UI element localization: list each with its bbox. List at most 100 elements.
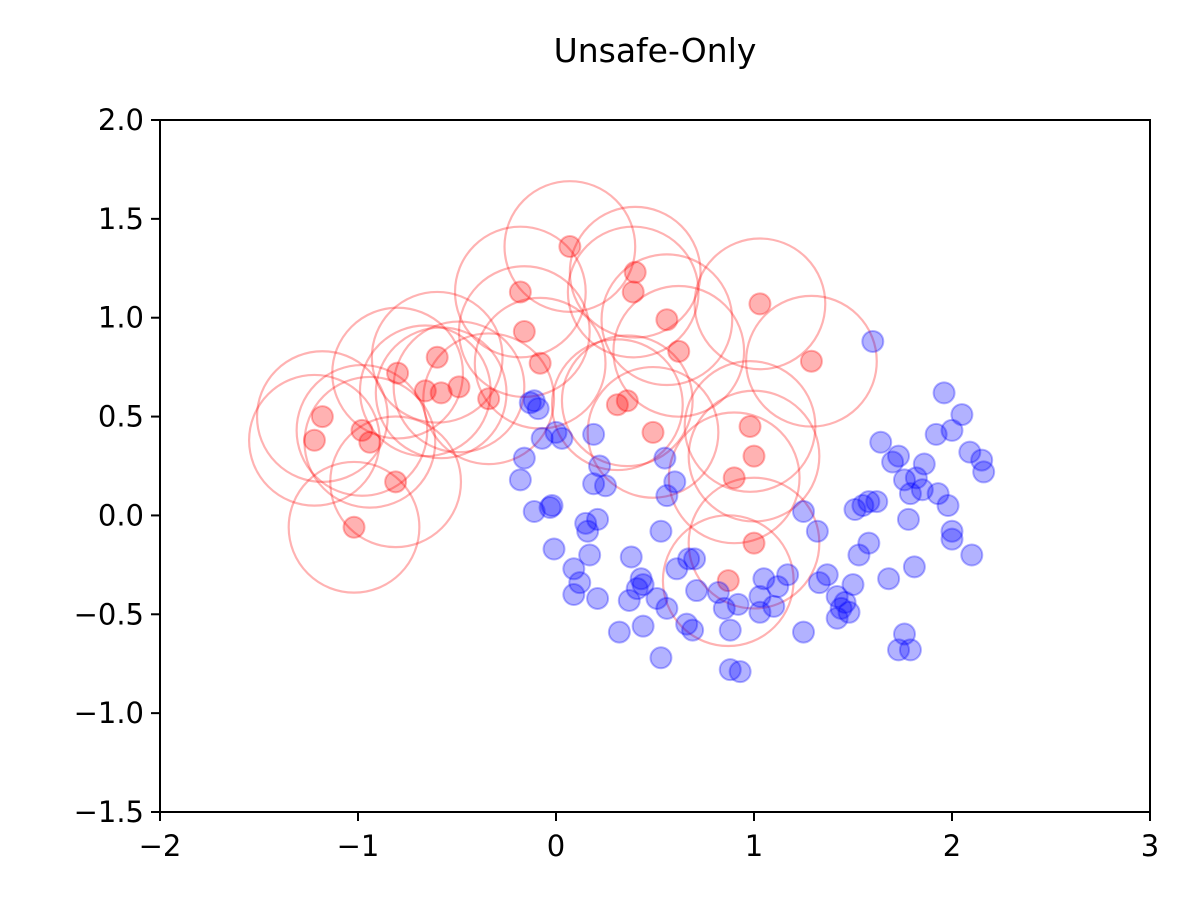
unsafe-point <box>742 444 766 468</box>
unsafe-point <box>425 345 449 369</box>
safe-point <box>940 418 964 442</box>
unsafe-radius-circle <box>667 411 801 545</box>
safe-point <box>675 612 699 636</box>
safe-point <box>645 586 669 610</box>
safe-point <box>655 484 679 508</box>
safe-point <box>629 567 653 591</box>
safe-point <box>518 391 542 415</box>
unsafe-radius-circle <box>453 225 587 359</box>
x-tick-label: 2 <box>943 829 961 863</box>
safe-point <box>958 440 982 464</box>
chart-title: Unsafe-Only <box>554 31 757 70</box>
safe-point <box>877 567 901 591</box>
safe-point <box>544 420 568 444</box>
unsafe-radius-circle <box>687 476 821 610</box>
unsafe-series <box>248 180 878 648</box>
x-tick-label: 0 <box>547 829 565 863</box>
unsafe-point <box>667 339 691 363</box>
unsafe-radius-circle <box>287 460 421 594</box>
unsafe-radius-circle <box>566 225 700 359</box>
unsafe-radius-circle <box>370 290 504 424</box>
safe-point <box>706 581 730 605</box>
y-tick-label: 1.5 <box>98 202 144 236</box>
unsafe-point <box>641 420 665 444</box>
unsafe-point <box>508 280 532 304</box>
safe-point <box>582 472 606 496</box>
safe-point <box>833 590 857 614</box>
y-tick-label: 1.0 <box>98 301 144 335</box>
unsafe-radius-circle <box>374 326 508 460</box>
y-tick-label: 2.0 <box>98 103 144 137</box>
safe-point <box>869 430 893 454</box>
safe-point <box>861 329 885 353</box>
safe-point <box>776 563 800 587</box>
safe-point <box>881 450 905 474</box>
unsafe-radius-circle <box>661 514 795 648</box>
unsafe-radius-circle <box>693 237 827 371</box>
safe-point <box>940 519 964 543</box>
safe-point <box>970 448 994 472</box>
safe-point <box>932 381 956 405</box>
unsafe-point <box>742 531 766 555</box>
safe-point <box>792 499 815 523</box>
safe-point <box>718 618 742 642</box>
x-tick-label: −2 <box>139 829 182 863</box>
x-tick-label: −1 <box>337 829 380 863</box>
safe-point <box>625 577 649 601</box>
safe-point <box>805 519 829 543</box>
y-tick-label: −0.5 <box>74 597 144 631</box>
safe-point <box>841 573 865 597</box>
safe-point <box>896 507 920 531</box>
safe-point <box>847 543 871 567</box>
safe-point <box>619 545 643 569</box>
unsafe-point <box>623 260 647 284</box>
safe-point <box>748 600 772 624</box>
unsafe-point <box>605 393 629 417</box>
safe-point <box>663 470 687 494</box>
safe-point <box>792 620 815 644</box>
x-tick-label: 1 <box>745 829 763 863</box>
unsafe-point <box>558 235 582 259</box>
unsafe-point <box>358 430 382 454</box>
safe-point <box>837 600 861 624</box>
x-tick-label: 3 <box>1141 829 1159 863</box>
safe-point <box>677 547 701 571</box>
unsafe-radius-circle <box>358 324 492 458</box>
safe-point <box>865 490 889 514</box>
safe-point <box>766 575 790 599</box>
unsafe-point <box>384 470 408 494</box>
safe-point <box>936 494 960 518</box>
safe-point <box>631 614 655 638</box>
safe-point <box>892 468 916 492</box>
safe-point <box>508 468 532 492</box>
safe-point <box>562 583 586 607</box>
unsafe-radius-circle <box>612 284 746 418</box>
unsafe-radius-circle <box>422 332 556 466</box>
safe-point <box>631 573 655 597</box>
safe-point <box>512 446 536 470</box>
unsafe-radius-circle <box>568 205 702 339</box>
unsafe-radius-circle <box>503 180 637 313</box>
safe-point <box>926 482 950 506</box>
safe-point <box>940 527 964 551</box>
unsafe-point <box>477 387 501 411</box>
safe-point <box>898 482 922 506</box>
safe-point <box>972 460 996 484</box>
safe-point <box>815 563 839 587</box>
unsafe-radius-circle <box>392 320 526 454</box>
safe-point <box>617 588 641 612</box>
safe-point <box>843 497 867 521</box>
safe-point <box>902 555 926 579</box>
unsafe-radius-circle <box>457 265 591 398</box>
safe-point <box>574 511 598 535</box>
safe-point <box>653 446 677 470</box>
unsafe-radius-circle <box>586 365 720 499</box>
safe-point <box>825 584 849 608</box>
safe-point <box>910 478 934 502</box>
safe-point <box>649 646 673 670</box>
safe-point <box>748 584 772 608</box>
unsafe-point <box>748 292 772 316</box>
unsafe-radius-circle <box>303 375 437 509</box>
safe-point <box>825 606 849 630</box>
